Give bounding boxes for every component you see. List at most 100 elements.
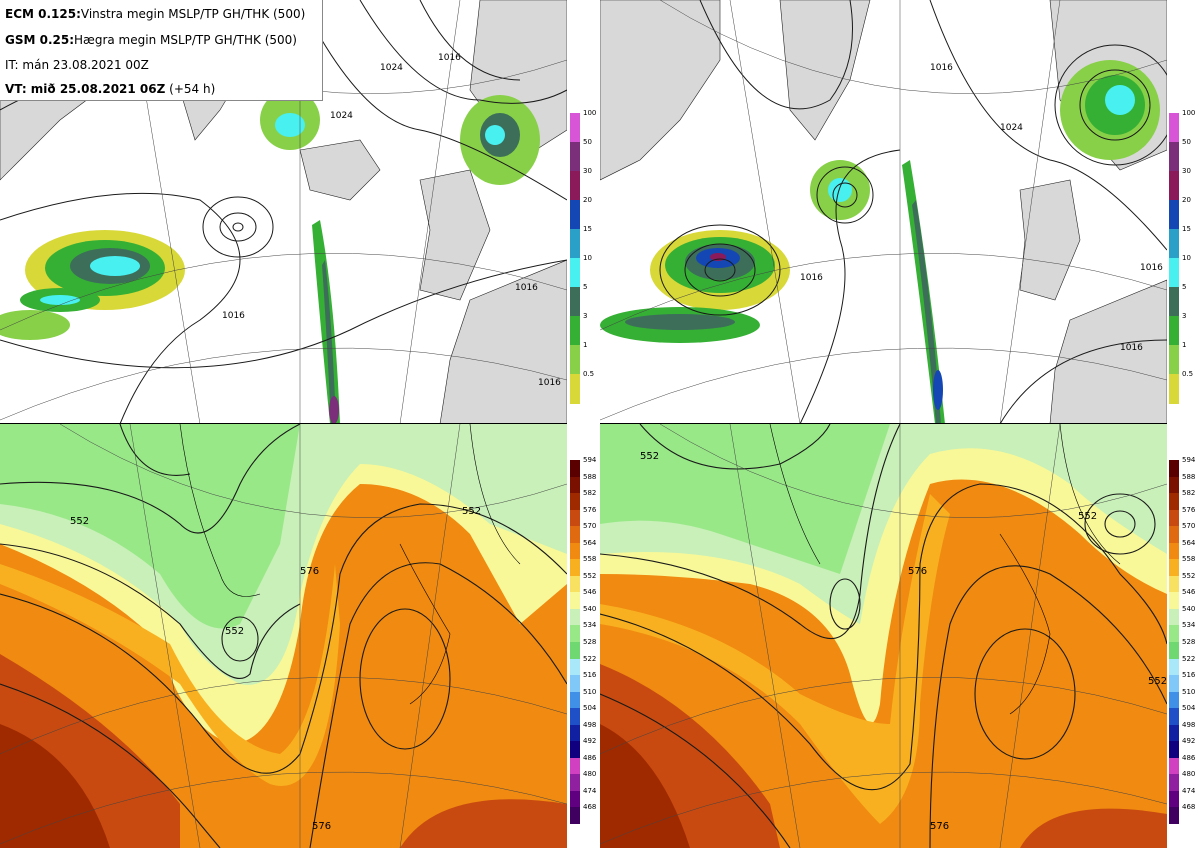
colorbar-swatch xyxy=(1169,708,1179,726)
colorbar-swatch xyxy=(570,476,580,494)
colorbar-swatch xyxy=(1169,642,1179,660)
colorbar-label: 50 xyxy=(1182,138,1191,146)
colorbar-label: 594 xyxy=(583,456,597,464)
colorbar-swatch xyxy=(1169,675,1179,693)
colorbar-label: 582 xyxy=(583,489,597,498)
iceland-coast xyxy=(779,0,871,141)
colorbar-swatch xyxy=(1169,493,1179,511)
isobar-label: 1024 xyxy=(380,63,403,73)
colorbar-label: 10 xyxy=(1182,254,1191,262)
gh-thickness-map: 552 576 552 576 552 xyxy=(0,424,567,848)
isobar-label: 1016 xyxy=(800,273,823,283)
colorbar-label: 528 xyxy=(1182,638,1196,646)
info-line-ecm: ECM 0.125:Vinstra megin MSLP/TP GH/THK (… xyxy=(5,7,306,21)
colorbar-swatch xyxy=(1169,476,1179,494)
colorbar-label: 15 xyxy=(1182,225,1191,233)
colorbar-label: 0.5 xyxy=(1182,370,1194,378)
colorbar-label: 3 xyxy=(1182,312,1187,320)
colorbar-label: 588 xyxy=(583,472,597,481)
colorbar-label: 30 xyxy=(1182,167,1191,175)
thickness-colorbar-right: 594 588 582 576 570 564 558 552 546 540 534 528 522 5… xyxy=(1169,457,1195,825)
colorbar-label: 582 xyxy=(1182,489,1196,498)
thickness-label: 576 xyxy=(930,821,949,832)
colorbar-label: 3 xyxy=(583,312,588,320)
colorbar-swatch xyxy=(570,460,580,478)
europe-coast xyxy=(439,259,567,424)
colorbar-swatch xyxy=(1169,374,1179,404)
colorbar-swatch xyxy=(570,542,580,560)
colorbar-swatch xyxy=(570,526,580,544)
colorbar-swatch xyxy=(570,200,580,230)
colorbar-label: 15 xyxy=(583,225,592,233)
colorbar-swatch xyxy=(570,258,580,288)
colorbar-swatch xyxy=(1169,316,1179,346)
colorbar-label: 468 xyxy=(1182,803,1196,812)
isobar-label: 1024 xyxy=(1000,123,1023,133)
colorbar-swatch xyxy=(1169,691,1179,709)
colorbar-swatch xyxy=(1169,258,1179,288)
colorbar-label: 5 xyxy=(1182,283,1187,291)
colorbar-swatch xyxy=(570,708,580,726)
colorbar-label: 564 xyxy=(1182,538,1196,547)
colorbar-label: 570 xyxy=(583,522,597,531)
colorbar-label: 0.5 xyxy=(583,370,595,378)
colorbar-swatch xyxy=(1169,460,1179,478)
colorbar-swatch xyxy=(1169,287,1179,317)
colorbar-label: 558 xyxy=(1182,555,1196,564)
thickness-label: 552 xyxy=(1078,511,1097,522)
colorbar-swatch xyxy=(1169,200,1179,230)
colorbar-label: 534 xyxy=(583,621,597,630)
colorbar-label: 20 xyxy=(1182,196,1191,204)
colorbar-label: 594 xyxy=(1182,456,1196,464)
colorbar-label: 588 xyxy=(1182,472,1196,481)
colorbar-swatch xyxy=(570,229,580,259)
colorbar-label: 504 xyxy=(583,704,597,713)
colorbar-swatch xyxy=(570,774,580,792)
colorbar-label: 522 xyxy=(583,654,597,663)
british-isles-coast xyxy=(1019,179,1081,301)
isobar-label: 1016 xyxy=(538,378,561,388)
colorbar-label: 100 xyxy=(1182,109,1196,117)
colorbar-swatch xyxy=(1169,807,1179,825)
europe-coast xyxy=(1049,279,1167,424)
thickness-label: 552 xyxy=(1148,676,1167,687)
colorbar-swatch xyxy=(570,142,580,172)
colorbar-label: 546 xyxy=(1182,588,1196,597)
colorbar-swatch xyxy=(570,559,580,577)
colorbar-label: 570 xyxy=(1182,522,1196,531)
info-line-valid-time: VT: mið 25.08.2021 06Z (+54 h) xyxy=(5,82,216,96)
colorbar-label: 576 xyxy=(583,505,597,514)
gh-thickness-map: 552 576 552 576 552 xyxy=(600,424,1167,848)
colorbar-label: 510 xyxy=(583,687,597,696)
colorbar-swatch xyxy=(1169,575,1179,593)
colorbar-swatch xyxy=(570,287,580,317)
colorbar-swatch xyxy=(570,642,580,660)
colorbar-label: 468 xyxy=(583,803,597,812)
thickness-label: 552 xyxy=(70,516,89,527)
colorbar-label: 486 xyxy=(583,753,597,762)
panel-divider xyxy=(0,423,567,424)
colorbar-label: 528 xyxy=(583,638,597,646)
colorbar-label: 564 xyxy=(583,538,597,547)
gsm-mslp-precip-panel: 1016 1016 1024 1016 1016 xyxy=(600,0,1167,424)
faroes-coast xyxy=(299,139,381,201)
colorbar-label: 486 xyxy=(1182,753,1196,762)
british-isles-coast xyxy=(419,169,491,301)
colorbar-label: 1 xyxy=(1182,341,1187,349)
colorbar-label: 516 xyxy=(583,671,597,680)
info-line-init-time: IT: mán 23.08.2021 00Z xyxy=(5,58,149,72)
colorbar-label: 1 xyxy=(583,341,588,349)
colorbar-swatch xyxy=(1169,142,1179,172)
colorbar-swatch xyxy=(570,741,580,759)
gsm-thickness-panel: 552 576 552 576 552 xyxy=(600,424,1167,848)
colorbar-swatch xyxy=(1169,774,1179,792)
colorbar-swatch xyxy=(1169,625,1179,643)
isobar-label: 1016 xyxy=(1120,343,1143,353)
colorbar-swatch xyxy=(1169,790,1179,808)
isobar-label: 1024 xyxy=(330,111,353,121)
colorbar-swatch xyxy=(570,724,580,742)
thickness-label: 552 xyxy=(462,506,481,517)
colorbar-label: 534 xyxy=(1182,621,1196,630)
colorbar-label: 522 xyxy=(1182,654,1196,663)
colorbar-label: 510 xyxy=(1182,687,1196,696)
